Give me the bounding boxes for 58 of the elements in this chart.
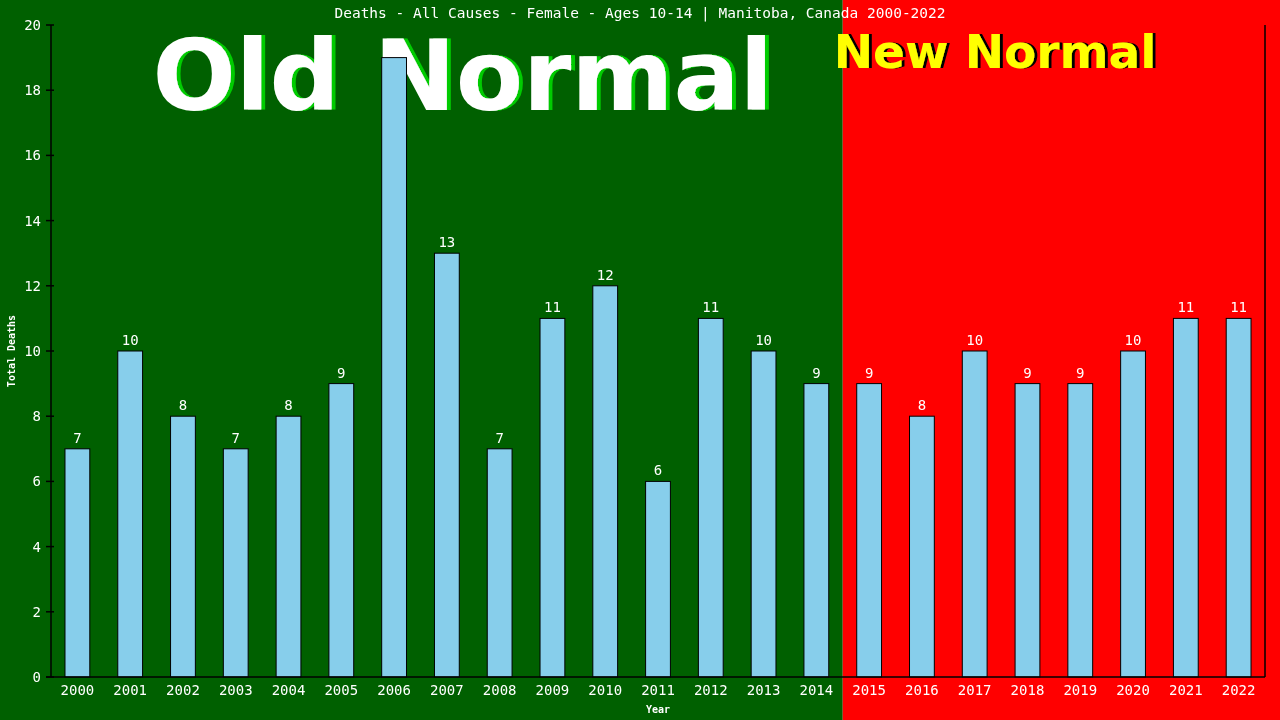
x-tick-label: 2008 <box>482 682 517 698</box>
data-label: 7 <box>231 429 240 446</box>
y-tick-label: 10 <box>24 342 41 359</box>
x-tick-label: 2003 <box>218 682 253 698</box>
x-tick-label: 2021 <box>1168 682 1203 698</box>
x-tick-label: 2009 <box>535 682 570 698</box>
x-tick-label: 2017 <box>957 682 992 698</box>
x-tick-label: 2007 <box>430 682 464 698</box>
y-tick-label: 0 <box>32 668 41 685</box>
data-label: 9 <box>864 364 874 381</box>
x-tick-label: 2006 <box>377 682 411 698</box>
x-tick-label: 2013 <box>746 682 781 698</box>
y-tick-label: 18 <box>24 82 41 99</box>
data-label: 10 <box>755 332 772 348</box>
x-tick-label: 2012 <box>693 682 728 698</box>
data-label: 8 <box>917 397 927 414</box>
data-label: 9 <box>812 364 821 381</box>
x-tick-label: 2002 <box>166 682 200 698</box>
data-label: 11 <box>1230 299 1248 316</box>
data-label: 10 <box>966 332 984 348</box>
y-tick-label: 8 <box>32 408 41 425</box>
x-tick-label: 2018 <box>1010 682 1045 698</box>
data-label: 9 <box>1076 364 1085 381</box>
x-tick-label: 2001 <box>113 682 148 698</box>
data-label: 11 <box>544 299 561 316</box>
x-tick-label: 2022 <box>1221 682 1256 698</box>
data-label: 7 <box>73 429 82 446</box>
x-tick-label: 2016 <box>905 682 939 698</box>
data-label: 10 <box>1124 332 1142 348</box>
y-tick-label: 16 <box>24 147 41 164</box>
data-label: 6 <box>653 462 663 479</box>
x-tick-label: 2020 <box>1116 682 1150 698</box>
y-tick-label: 2 <box>32 603 41 620</box>
data-label: 10 <box>121 332 139 348</box>
x-tick-label: 2015 <box>852 682 886 698</box>
y-tick-label: 12 <box>24 277 41 294</box>
data-label: 8 <box>178 397 188 414</box>
x-tick-label: 2005 <box>324 682 359 698</box>
y-tick-label: 20 <box>24 16 41 33</box>
data-label: 11 <box>1177 299 1195 316</box>
x-tick-label: 2014 <box>799 682 834 698</box>
data-label: 13 <box>438 234 456 251</box>
data-label: 7 <box>495 429 504 446</box>
x-axis-title: Year <box>645 704 671 715</box>
x-tick-label: 2000 <box>60 682 95 698</box>
y-tick-label: 4 <box>32 538 41 555</box>
x-tick-label: 2019 <box>1063 682 1098 698</box>
data-label: 11 <box>702 299 720 316</box>
data-label: 8 <box>284 397 293 414</box>
data-label: 9 <box>1023 364 1032 381</box>
y-tick-label: 6 <box>32 473 41 490</box>
data-label: 9 <box>337 364 346 381</box>
y-axis-title: Total Deaths <box>6 314 17 388</box>
y-tick-label: 14 <box>24 212 41 229</box>
x-tick-label: 2004 <box>271 682 306 698</box>
x-tick-label: 2011 <box>641 682 675 698</box>
data-label: 12 <box>596 266 614 283</box>
x-tick-label: 2010 <box>588 682 623 698</box>
